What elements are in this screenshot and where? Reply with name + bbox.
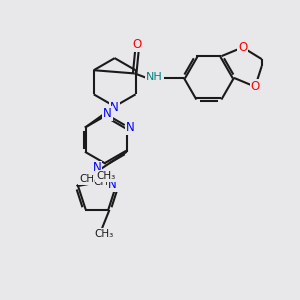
Text: N: N [93,161,101,175]
Text: O: O [132,38,142,51]
Text: CH₃: CH₃ [79,174,98,184]
Text: NH: NH [146,72,163,82]
Text: N: N [91,161,100,175]
Text: CH₃: CH₃ [96,171,115,181]
Text: O: O [238,41,247,54]
Text: O: O [250,80,260,93]
Text: N: N [110,101,119,114]
Text: N: N [107,178,116,191]
Text: N: N [126,121,135,134]
Text: CH₃: CH₃ [94,177,113,187]
Text: N: N [109,178,118,191]
Text: CH₃: CH₃ [94,229,113,239]
Text: N: N [103,107,112,120]
